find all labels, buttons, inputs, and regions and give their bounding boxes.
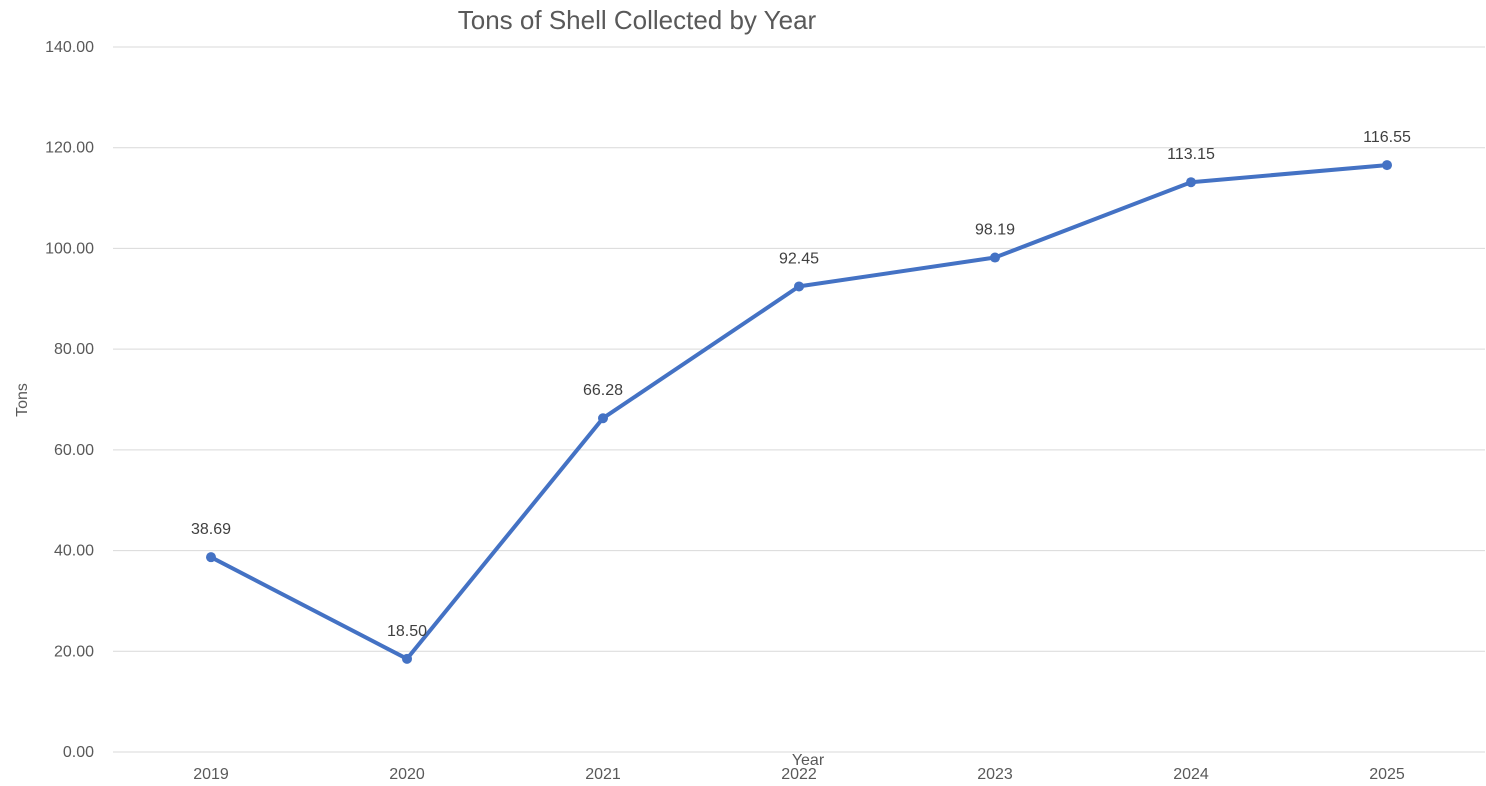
data-label: 98.19: [975, 222, 1015, 239]
y-tick-label: 120.00: [45, 140, 94, 157]
y-tick-label: 80.00: [54, 341, 94, 358]
x-tick-label: 2019: [193, 766, 229, 783]
y-tick-label: 0.00: [63, 744, 94, 761]
x-tick-label: 2025: [1369, 766, 1405, 783]
data-label: 18.50: [387, 623, 427, 640]
x-axis-tick-labels: 2019 2020 2021 2022 2023 2024 2025: [193, 766, 1405, 783]
data-point: [206, 552, 216, 563]
x-tick-label: 2024: [1173, 766, 1209, 783]
x-tick-label: 2023: [977, 766, 1013, 783]
y-axis-tick-labels: 0.00 20.00 40.00 60.00 80.00 100.00 120.00 140.…: [45, 39, 94, 761]
y-tick-label: 40.00: [54, 543, 94, 560]
data-point: [1186, 177, 1196, 188]
data-label: 92.45: [779, 250, 819, 267]
x-tick-label: 2021: [585, 766, 621, 783]
series-line: [209, 163, 1389, 661]
series-group: 38.69 18.50 66.28 92.45 98.19 113.15 116.55: [191, 129, 1411, 664]
y-tick-label: 60.00: [54, 442, 94, 459]
data-label: 113.15: [1167, 146, 1215, 163]
y-axis-title: Tons: [14, 383, 31, 417]
data-point: [402, 653, 412, 664]
data-point: [1382, 160, 1392, 171]
y-tick-label: 20.00: [54, 643, 94, 660]
y-tick-label: 100.00: [45, 240, 94, 257]
data-point: [990, 252, 1000, 263]
data-point: [794, 281, 804, 292]
data-point: [598, 413, 608, 424]
gridlines: [113, 46, 1485, 753]
x-tick-label: 2022: [781, 766, 817, 783]
data-label: 38.69: [191, 521, 231, 538]
data-label: 116.55: [1363, 129, 1411, 146]
x-tick-label: 2020: [389, 766, 425, 783]
chart-title: Tons of Shell Collected by Year: [458, 5, 817, 35]
data-label: 66.28: [583, 382, 623, 399]
x-axis-title: Year: [792, 752, 825, 769]
y-tick-label: 140.00: [45, 39, 94, 56]
